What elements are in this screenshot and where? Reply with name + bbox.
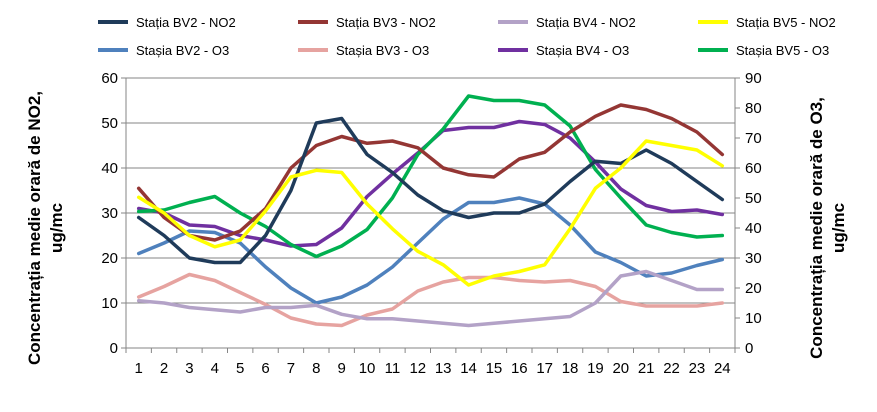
- series-lines: [136, 94, 725, 328]
- left-tick-label: 50: [101, 115, 118, 132]
- legend: Stația BV2 - NO2 Stația BV3 - NO2 Stația B…: [98, 15, 836, 58]
- left-axis-title-line2: ug/mc: [47, 203, 66, 253]
- x-tick-label: 19: [587, 360, 604, 377]
- x-tick-label: 16: [511, 360, 528, 377]
- legend-label: Stașia BV5 - O3: [736, 43, 829, 58]
- right-axis-title-line1: Concentrația medie orară de O3,: [807, 97, 826, 359]
- left-tick-label: 30: [101, 205, 118, 222]
- x-tick-label: 5: [236, 360, 244, 377]
- right-tick-label: 60: [745, 160, 762, 177]
- series-line-sta-ia-bv3-no2: [136, 103, 725, 242]
- x-tick-label: 12: [409, 360, 426, 377]
- x-tick-label: 23: [689, 360, 706, 377]
- right-tick-label: 30: [745, 250, 762, 267]
- left-axis-ticks: 0 10 20 30 40 50 60: [101, 70, 126, 357]
- x-tick-label: 11: [385, 360, 401, 377]
- x-tick-label: 9: [338, 360, 346, 377]
- x-tick-label: 24: [714, 360, 731, 377]
- x-axis-ticks: 1 2 3 4 5 6 7 8 9 10 11 12 13 14 15 16 17 18 19 20 21 22 23 24: [125, 348, 736, 377]
- series-line-sta-ia-bv4-no2: [136, 269, 725, 328]
- right-tick-label: 80: [745, 100, 762, 117]
- x-tick-label: 6: [261, 360, 269, 377]
- legend-label: Stația BV5 - NO2: [736, 15, 836, 30]
- x-tick-label: 18: [562, 360, 579, 377]
- left-tick-label: 10: [101, 295, 118, 312]
- x-tick-label: 22: [663, 360, 680, 377]
- right-tick-label: 0: [745, 340, 753, 357]
- left-tick-label: 60: [101, 70, 118, 87]
- x-tick-label: 2: [160, 360, 168, 377]
- x-tick-label: 7: [287, 360, 295, 377]
- x-tick-label: 15: [486, 360, 503, 377]
- left-tick-label: 40: [101, 160, 118, 177]
- right-tick-label: 90: [745, 70, 762, 87]
- left-tick-label: 20: [101, 250, 118, 267]
- right-tick-label: 50: [745, 190, 762, 207]
- right-axis-ticks: 0 10 20 30 40 50 60 70 80 90: [734, 70, 762, 357]
- x-tick-label: 17: [536, 360, 553, 377]
- x-tick-label: 10: [359, 360, 376, 377]
- left-axis-title: Concentrația medie orară de NO2, ug/mc: [25, 91, 66, 365]
- series-line-sta-ia-bv5-o3: [136, 94, 725, 259]
- left-tick-label: 0: [110, 340, 118, 357]
- series-line-sta-ia-bv3-o3: [136, 272, 725, 328]
- right-axis-title-line2: ug/mc: [829, 203, 848, 253]
- x-tick-label: 1: [135, 360, 143, 377]
- legend-label: Stația BV4 - NO2: [536, 15, 636, 30]
- series-line-sta-ia-bv5-no2: [136, 139, 725, 287]
- x-tick-label: 8: [312, 360, 320, 377]
- x-tick-label: 21: [638, 360, 655, 377]
- legend-label: Stația BV2 - NO2: [136, 15, 236, 30]
- right-tick-label: 10: [745, 310, 762, 327]
- x-tick-label: 13: [435, 360, 452, 377]
- right-tick-label: 20: [745, 280, 762, 297]
- x-tick-label: 4: [211, 360, 219, 377]
- legend-label: Stașia BV4 - O3: [536, 43, 629, 58]
- x-tick-label: 20: [612, 360, 629, 377]
- x-tick-label: 14: [460, 360, 477, 377]
- x-tick-label: 3: [185, 360, 193, 377]
- legend-label: Stația BV3 - NO2: [336, 15, 436, 30]
- gridlines: [126, 77, 735, 304]
- legend-label: Stașia BV3 - O3: [336, 43, 429, 58]
- right-tick-label: 70: [745, 130, 762, 147]
- right-tick-label: 40: [745, 220, 762, 237]
- right-axis-title: Concentrația medie orară de O3, ug/mc: [807, 97, 848, 359]
- legend-label: Stașia BV2 - O3: [136, 43, 229, 58]
- left-axis-title-line1: Concentrația medie orară de NO2,: [25, 91, 44, 365]
